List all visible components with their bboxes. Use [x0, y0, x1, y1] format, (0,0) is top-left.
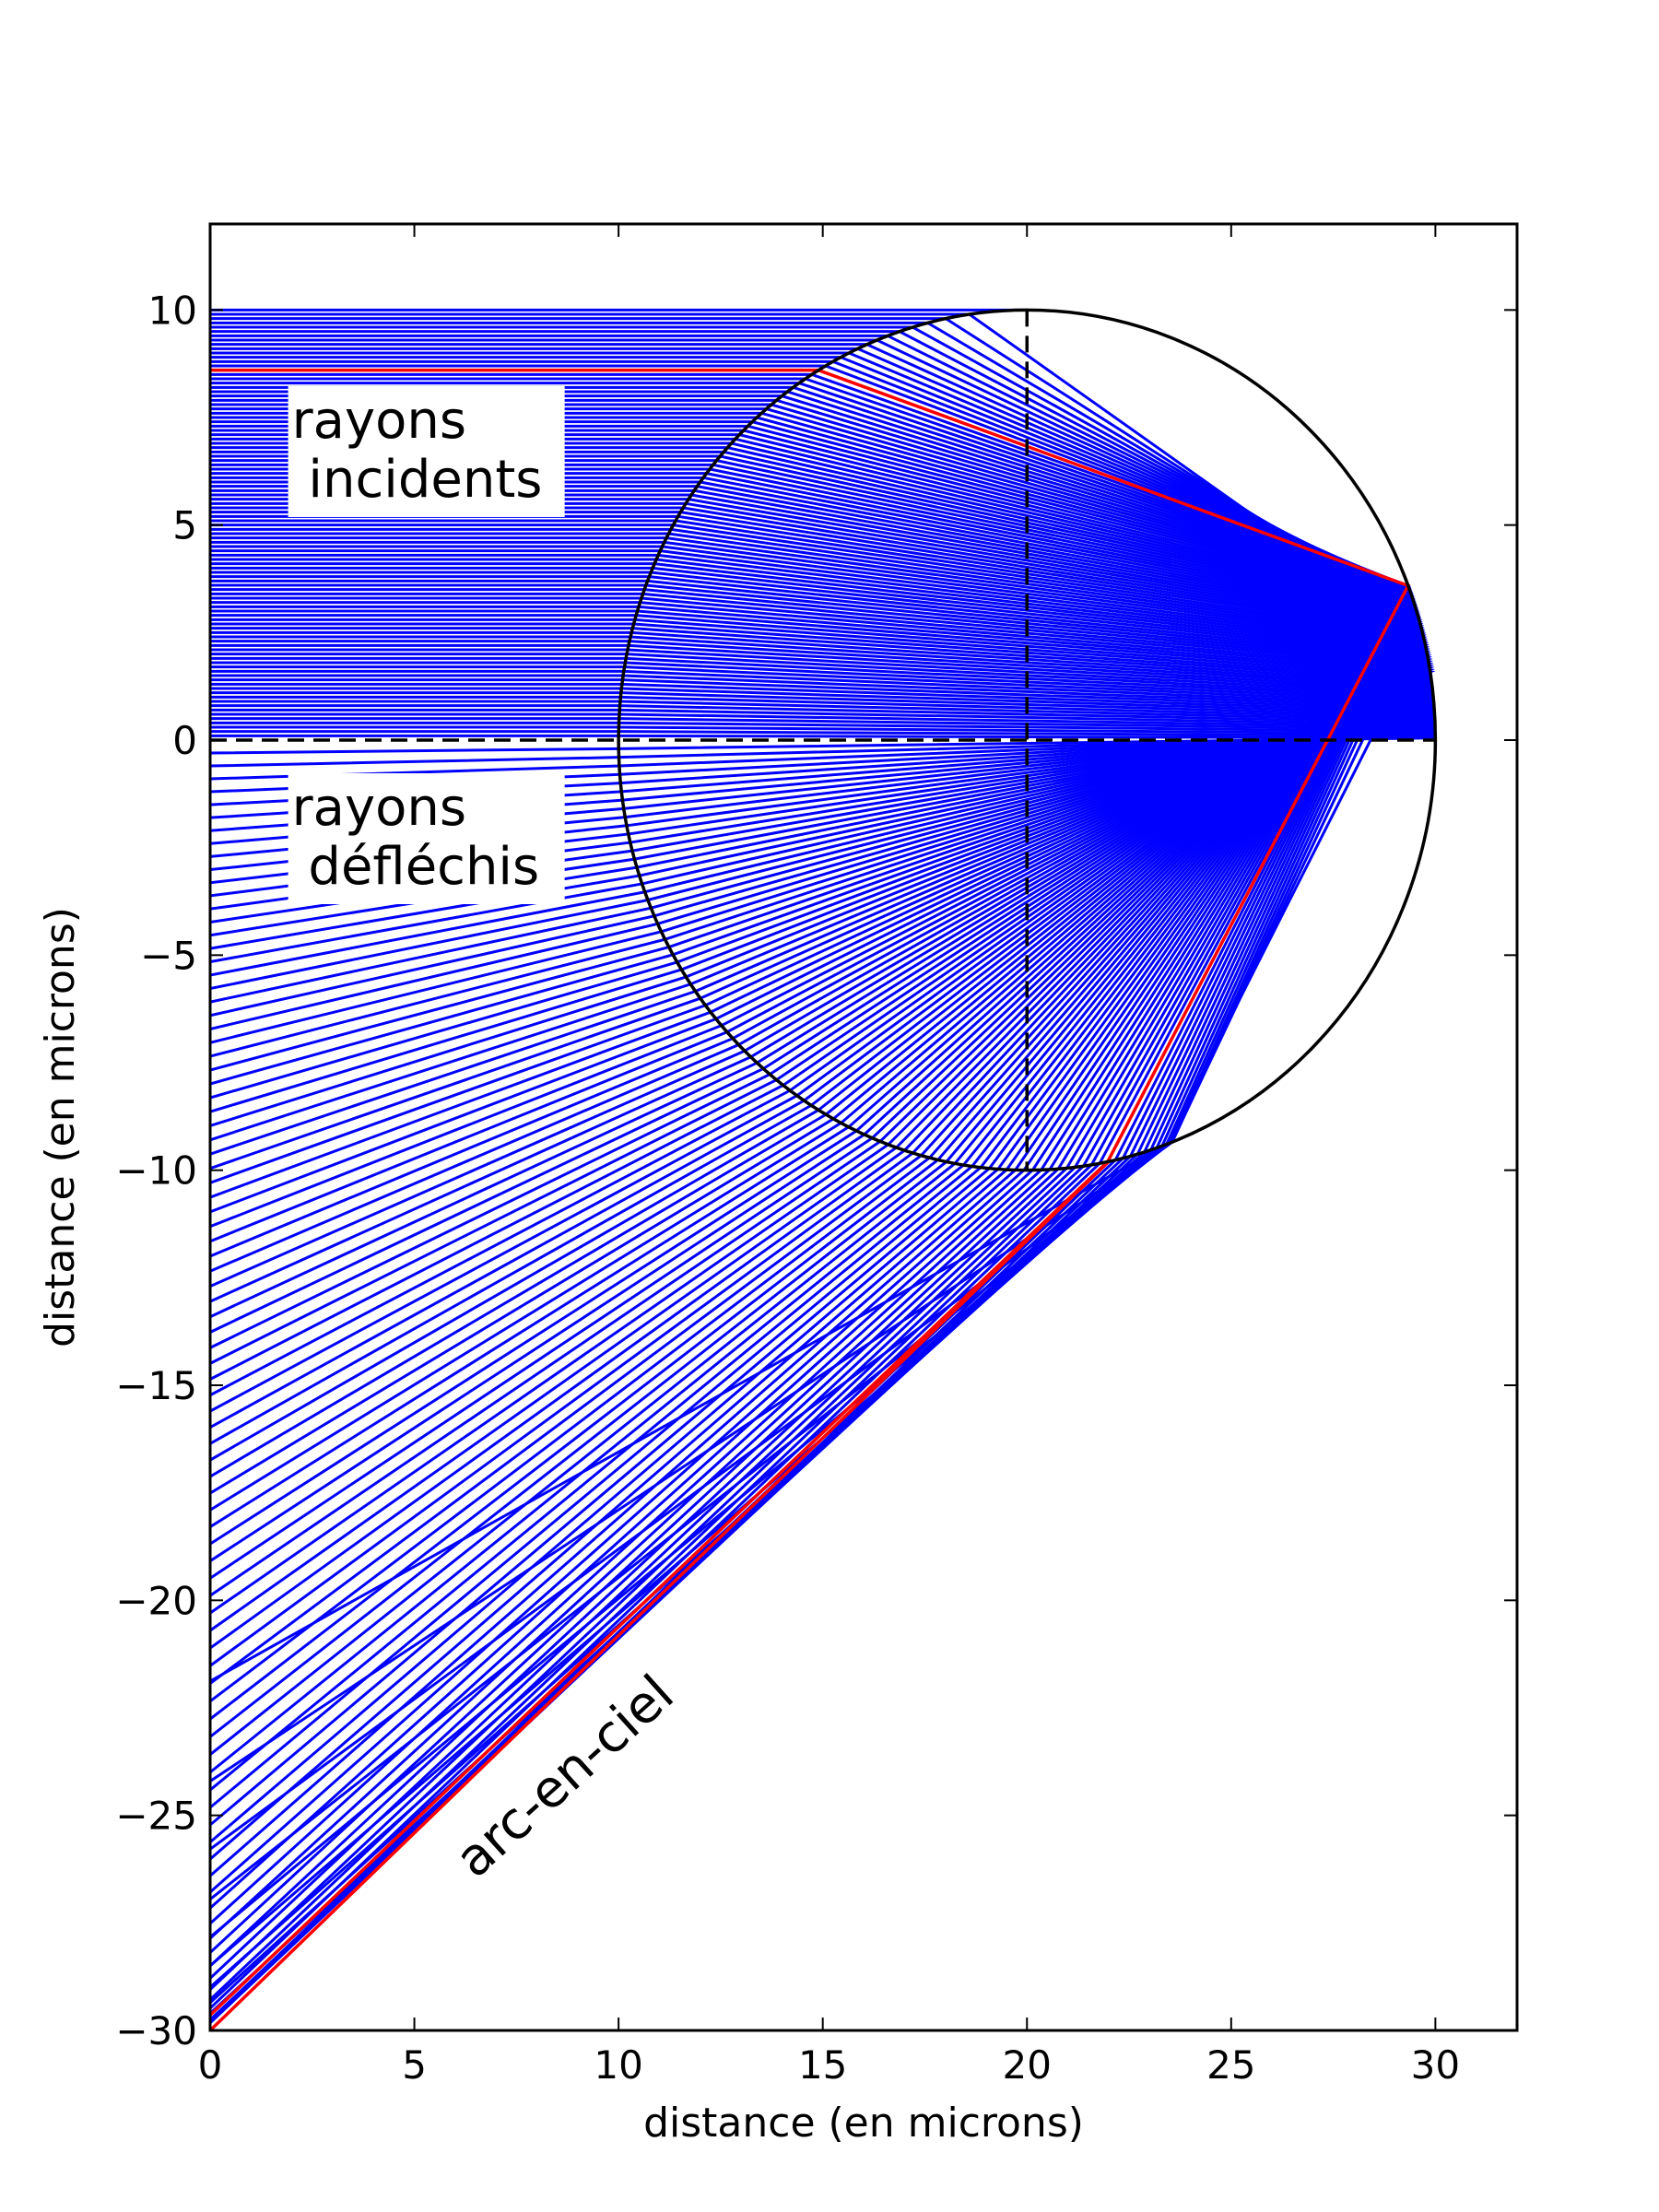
y-tick-label: −20 — [115, 1578, 197, 1623]
annotation-incident-background — [288, 386, 565, 517]
rainbow-line — [210, 1160, 1111, 2030]
annotation-deflected-background — [288, 773, 565, 904]
droplet-circle — [617, 308, 1438, 1172]
x-tick-label: 20 — [1003, 2042, 1052, 2088]
y-tick-label: 5 — [172, 503, 197, 548]
x-tick-label: 10 — [594, 2042, 642, 2088]
x-tick-label: 25 — [1206, 2042, 1255, 2088]
y-tick-label: −10 — [115, 1148, 197, 1194]
x-tick-label: 15 — [798, 2042, 847, 2088]
y-tick-label: 0 — [172, 718, 197, 763]
y-tick-label: −30 — [115, 2008, 197, 2053]
y-tick-label: −25 — [115, 1794, 197, 1839]
x-tick-label: 30 — [1411, 2042, 1460, 2088]
y-tick-label: −5 — [140, 933, 197, 978]
annotation-deflected-line: défléchis — [292, 837, 540, 897]
ray-layer — [210, 308, 1436, 2030]
y-tick-label: 10 — [148, 288, 197, 333]
annotation-rainbow: arc-en-ciel — [444, 1664, 686, 1889]
annotation-incident-line: rayons — [292, 391, 466, 451]
x-tick-label: 5 — [402, 2042, 427, 2088]
plot-frame — [208, 222, 1519, 2032]
annotation-incident-line: incidents — [292, 450, 543, 510]
y-tick-label: −15 — [115, 1363, 197, 1408]
droplet-layer — [617, 308, 1438, 1172]
annotation-deflected-line: rayons — [292, 778, 466, 838]
tick-layer: 0 5 10 15 20 25 30 10 5 0 −5 −10 −15 −20 −25 −30 — [115, 224, 1517, 2088]
x-axis-label: distance (en microns) — [643, 2100, 1084, 2147]
y-axis-label: distance (en microns) — [37, 907, 84, 1347]
guide-layer — [210, 310, 1436, 1171]
x-tick-label: 0 — [198, 2042, 223, 2088]
